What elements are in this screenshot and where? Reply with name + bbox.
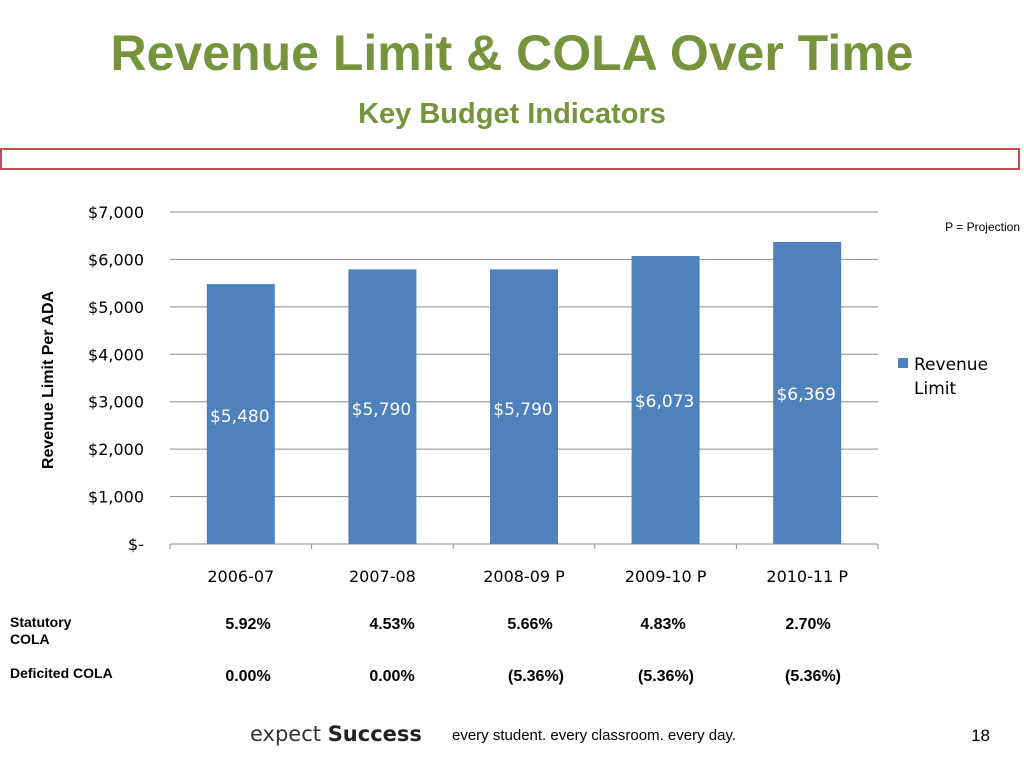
statutory-cola-label-line2: COLA [10,630,50,647]
y-tick-label: $3,000 [88,393,144,412]
bar [631,255,700,544]
brand-logo: expect Success [250,722,422,746]
data-label: $5,480 [210,407,269,427]
legend-label: Limit [914,379,956,399]
data-label: $6,073 [635,392,694,412]
bar [206,284,275,544]
divider-box [0,148,1020,170]
x-tick-label: 2008-09 P [483,567,565,586]
x-tick-label: 2009-10 P [625,567,707,586]
statutory-cola-value: 5.92% [225,616,271,633]
y-tick-label: $7,000 [88,203,144,222]
brand-logo-light: expect [250,722,328,746]
statutory-cola-label-line1: Statutory [10,614,72,630]
x-tick-label: 2007-08 [349,567,416,586]
statutory-cola-value: 2.70% [785,616,831,633]
legend-label: Revenue [914,355,988,375]
y-tick-label: $4,000 [88,345,144,364]
bar [348,269,417,544]
deficited-cola-value: (5.36%) [784,668,842,685]
deficited-cola-value: 0.00% [225,668,271,685]
revenue-limit-chart: $- $1,000 $2,000 $3,000 $4,000 $5,000 $6,000 $7… [88,203,988,586]
slide-subtitle: Key Budget Indicators [358,98,666,130]
bar [490,269,558,544]
y-tick-label: $2,000 [88,440,144,459]
data-label: $6,369 [776,385,835,405]
legend-swatch [898,358,908,368]
deficited-cola-label: Deficited COLA [10,665,113,681]
statutory-cola-label: Statutory COLA [10,614,71,648]
footer-tagline: every student. every classroom. every da… [452,727,737,744]
y-tick-label: $1,000 [88,488,144,507]
x-tick-label: 2006-07 [207,567,274,586]
page-number: 18 [971,726,990,745]
brand-logo-bold: Success [327,722,422,746]
deficited-cola-value: (5.36%) [637,668,695,685]
statutory-cola-value: 4.53% [369,616,415,633]
bar [773,241,842,544]
statutory-cola-value: 5.66% [507,616,553,633]
deficited-cola-value: (5.36%) [507,668,565,685]
y-axis-label: Revenue Limit Per ADA [40,290,57,470]
deficited-cola-value: 0.00% [369,668,415,685]
x-tick-label: 2010-11 P [766,567,848,586]
statutory-cola-value: 4.83% [640,616,686,633]
y-tick-label: $- [128,535,144,554]
projection-note: P = Projection [945,220,1020,234]
data-label: $5,790 [352,400,411,420]
y-tick-label: $6,000 [88,250,144,269]
y-tick-label: $5,000 [88,298,144,317]
data-label: $5,790 [493,400,552,420]
slide-title: Revenue Limit & COLA Over Time [110,25,914,81]
